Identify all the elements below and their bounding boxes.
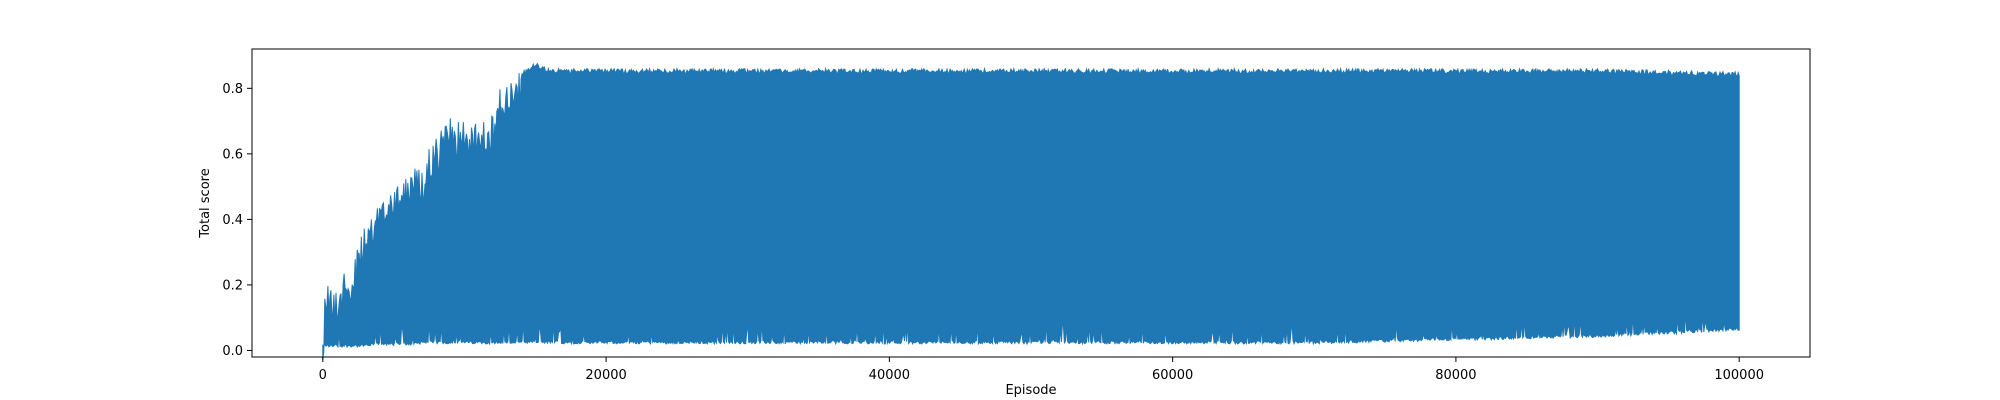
y-tick-label: 0.8 (222, 82, 243, 97)
y-tick-label: 0.0 (222, 344, 243, 359)
x-tick-label: 60000 (1152, 368, 1193, 383)
y-tick-label: 0.6 (222, 147, 243, 162)
y-tick-label: 0.2 (222, 278, 243, 293)
x-axis-title: Episode (1005, 383, 1056, 398)
x-tick-label: 100000 (1714, 368, 1764, 383)
x-tick-label: 0 (319, 368, 327, 383)
x-tick-label: 40000 (869, 368, 910, 383)
series-line (322, 62, 1740, 360)
x-axis-ticks: 0 20000 40000 60000 80000 100000 (319, 357, 1764, 383)
y-axis-ticks: 0.0 0.2 0.4 0.6 0.8 (222, 82, 252, 359)
x-tick-label: 20000 (585, 368, 626, 383)
series-layer (322, 62, 1740, 360)
plot-frame (251, 48, 1811, 358)
x-tick-label: 80000 (1435, 368, 1476, 383)
y-tick-label: 0.4 (222, 213, 243, 228)
y-axis-title: Total score (198, 168, 213, 238)
